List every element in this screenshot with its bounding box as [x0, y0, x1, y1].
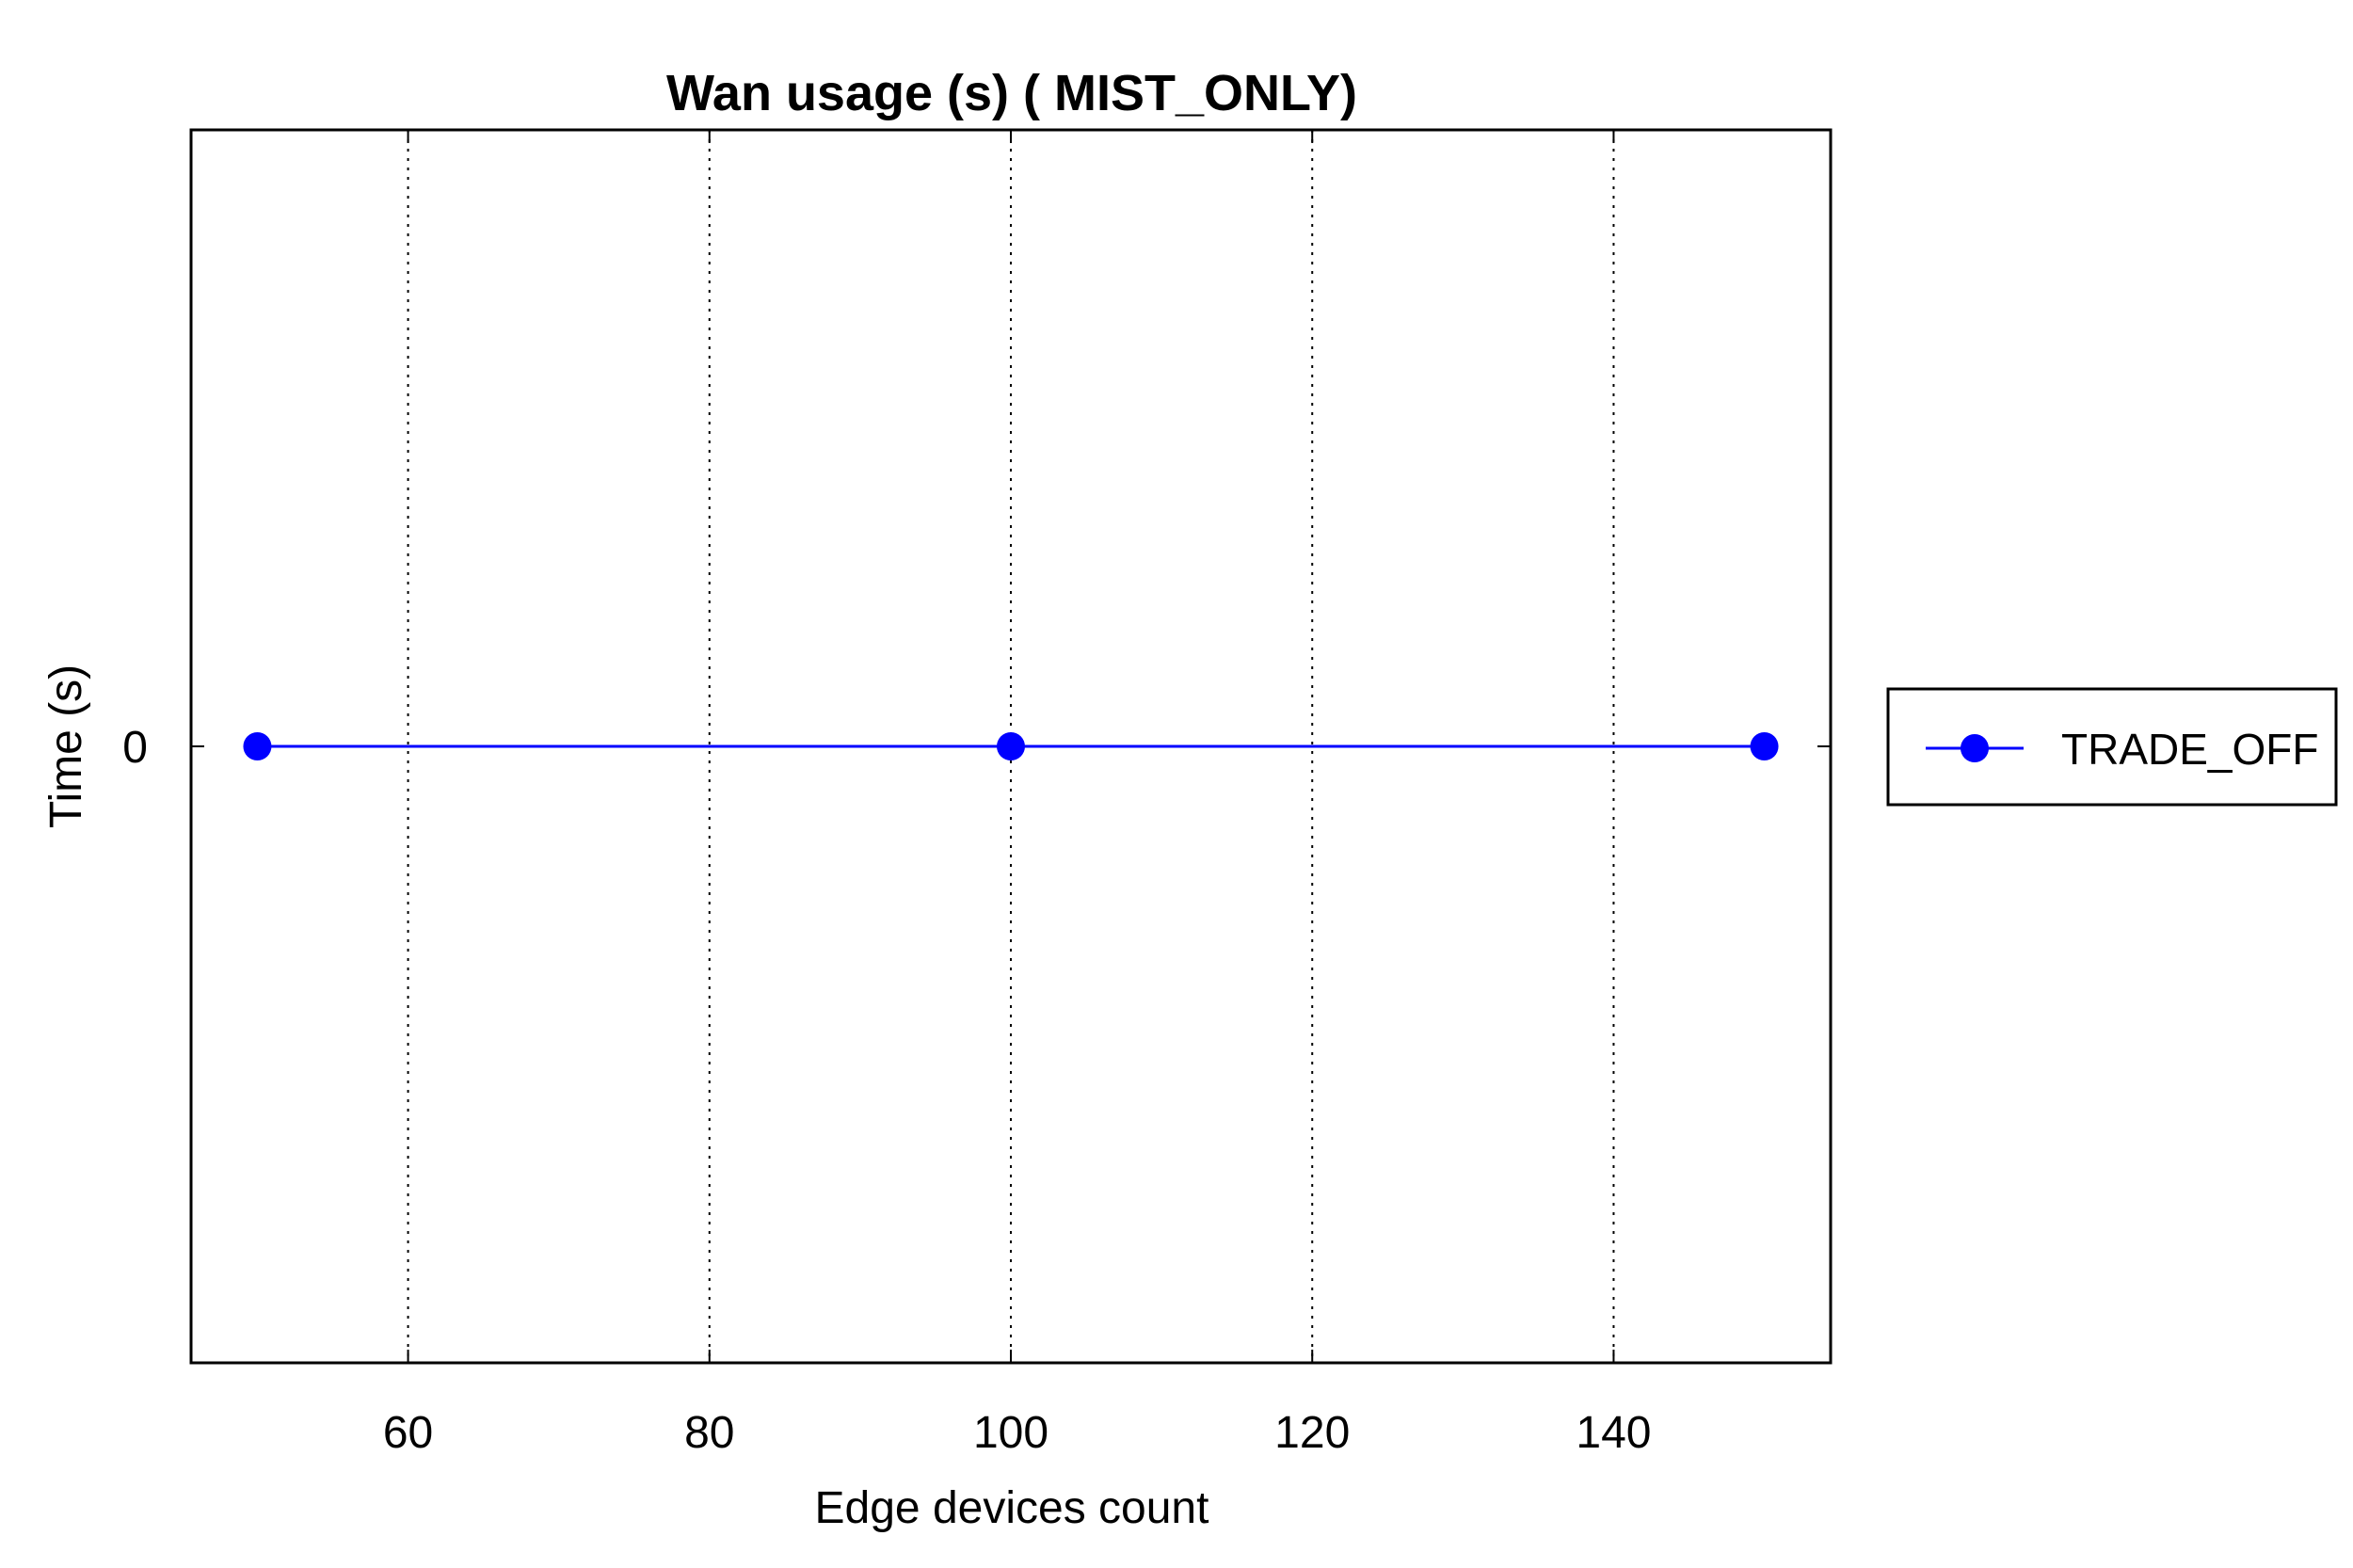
y-tick-label: 0	[122, 723, 148, 773]
grid	[407, 130, 1615, 1363]
plot-series	[243, 732, 1779, 760]
x-tick-label: 140	[1576, 1408, 1651, 1458]
legend-label: TRADE_OFF	[2061, 725, 2318, 774]
x-tick-label: 60	[383, 1408, 433, 1458]
x-axis-label: Edge devices count	[815, 1483, 1209, 1533]
x-tick-label: 80	[684, 1408, 734, 1458]
x-tick-label: 100	[973, 1408, 1048, 1458]
data-point	[1750, 732, 1779, 760]
legend: TRADE_OFF	[1886, 687, 2338, 807]
y-axis-label: Time (s)	[41, 664, 91, 828]
legend-marker	[1961, 734, 1989, 762]
data-point	[243, 732, 272, 760]
chart-title: Wan usage (s) ( MIST_ONLY)	[666, 65, 1357, 121]
data-point	[997, 732, 1025, 760]
axis-ticks: 60 80 100 120 140 0	[122, 130, 1831, 1458]
x-tick-label: 120	[1274, 1408, 1350, 1458]
